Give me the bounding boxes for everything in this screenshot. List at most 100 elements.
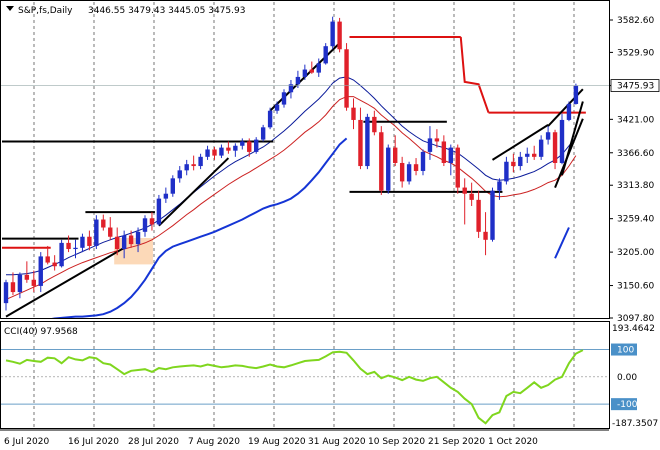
candle-body [455, 147, 460, 188]
candle-body [226, 147, 231, 151]
candle-body [351, 107, 356, 120]
candle-body [101, 219, 106, 228]
candle-body [115, 236, 120, 250]
level-step [459, 36, 490, 113]
candle-body [267, 110, 273, 128]
candle-body [45, 256, 50, 263]
time-axis: 6 Jul 2020 16 Jul 2020 28 Jul 2020 7 Aug 20… [0, 429, 609, 447]
candle-body [87, 236, 92, 246]
price-tick-label: 3205.00 [617, 248, 654, 258]
candle-body [323, 46, 328, 64]
candle-body [73, 247, 78, 250]
candle-body [94, 219, 99, 246]
cci-tick-label: 0.00 [617, 373, 637, 383]
candle-body [393, 147, 398, 163]
dropdown-arrow-icon[interactable] [6, 6, 14, 11]
candle-body [497, 181, 502, 191]
candle-body [177, 170, 182, 179]
candle-body [52, 262, 57, 267]
time-tick-label: 10 Sep 2020 [368, 437, 425, 447]
candle-body [545, 132, 551, 140]
candle-body [420, 151, 426, 171]
candle-body [358, 119, 363, 167]
candle-body [59, 242, 64, 267]
time-tick-label: 31 Aug 2020 [308, 437, 366, 447]
candle-body [441, 141, 447, 163]
candle-body [184, 164, 189, 171]
slow-ma-line [6, 76, 577, 276]
price-tick-label: 3097.80 [617, 314, 654, 324]
fast-ma-line [5, 96, 577, 300]
candle-body [434, 138, 440, 142]
price-tick-label: 3259.40 [617, 215, 654, 225]
candle-body [511, 161, 516, 167]
candle-body [386, 147, 391, 191]
trendline [158, 157, 230, 227]
price-tick-label: 3475.93 [617, 82, 654, 92]
candle-body [66, 242, 71, 250]
long-ma-line [51, 137, 570, 318]
time-tick-label: 21 Sep 2020 [428, 437, 485, 447]
candle-body [254, 139, 259, 152]
candle-body [476, 199, 481, 232]
long-ma-path [51, 137, 348, 318]
candlesticks [3, 16, 579, 311]
candle-body [469, 193, 474, 200]
cci-axis-bottom: -187.3507 [612, 419, 658, 429]
time-tick-label: 19 Aug 2020 [248, 437, 306, 447]
candle-body [399, 162, 405, 182]
candle-body [10, 282, 16, 293]
candle-body [566, 103, 572, 120]
candle-body [365, 116, 370, 167]
candle-body [274, 104, 280, 111]
candle-body [552, 132, 558, 163]
time-tick-label: 1 Oct 2020 [488, 437, 538, 447]
price-tick-label: 3421.00 [617, 115, 654, 125]
candle-body [247, 141, 252, 152]
trendline [5, 246, 125, 318]
candle-body [17, 274, 23, 293]
candle-body [330, 21, 335, 47]
candle-body [309, 69, 314, 73]
candle-body [142, 218, 148, 232]
candle-body [191, 164, 196, 167]
candle-body [483, 231, 488, 240]
candle-body [233, 145, 238, 151]
price-axis: 3582.60 3529.90 3475.93 3421.00 3366.60 3313.… [609, 16, 660, 324]
time-tick-label: 28 Jul 2020 [128, 437, 179, 447]
cci-axis-top: 193.4642 [612, 324, 655, 334]
price-tick-label: 3582.60 [617, 16, 654, 26]
candle-body [379, 132, 384, 191]
candle-body [559, 119, 565, 163]
candle-body [149, 218, 155, 225]
candle-body [163, 193, 169, 199]
candle-body [156, 198, 162, 225]
candle-body [295, 76, 301, 85]
time-tick-label: 7 Aug 2020 [188, 437, 240, 447]
candle-body [3, 282, 9, 304]
candle-body [198, 156, 203, 167]
cci-line [5, 349, 584, 425]
cci-tick-box [611, 398, 637, 411]
candle-body [406, 164, 412, 182]
time-tick-label: 6 Jul 2020 [4, 437, 49, 447]
candle-body [170, 178, 175, 194]
fast-ma-path [5, 96, 577, 300]
price-tick-label: 3529.90 [617, 48, 654, 58]
cci-tick-box [611, 343, 637, 356]
cci-tick-label: -100 [617, 400, 638, 410]
candle-body [135, 231, 141, 245]
candle-body [538, 139, 544, 157]
cci-tick-label: 100 [617, 346, 634, 356]
candle-body [504, 161, 509, 182]
last-price-box [610, 79, 660, 92]
long-ma-tail [554, 227, 570, 259]
candle-body [121, 235, 127, 250]
candle-body [205, 149, 210, 157]
ohlc-values: 3446.55 3479.43 3445.05 3475.93 [88, 6, 245, 16]
cci-axis: 100 0.00 -100 [611, 343, 638, 411]
cci-levels [1, 349, 609, 405]
symbol-label: S&P,fs,Daily [18, 6, 73, 16]
cci-label: CCI(40) 97.9568 [4, 327, 78, 337]
